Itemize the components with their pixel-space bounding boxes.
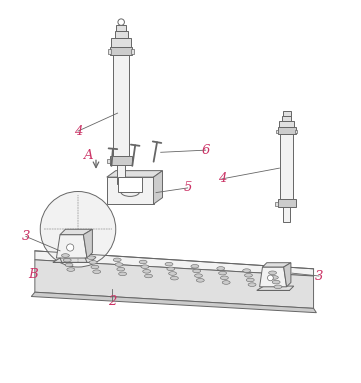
Ellipse shape — [217, 267, 225, 270]
Text: 5: 5 — [183, 182, 192, 195]
Circle shape — [40, 192, 116, 267]
Ellipse shape — [91, 265, 99, 269]
Ellipse shape — [87, 256, 95, 259]
Bar — [113, 55, 129, 155]
Polygon shape — [107, 171, 162, 177]
Bar — [110, 47, 132, 55]
Ellipse shape — [243, 269, 251, 272]
Polygon shape — [35, 251, 314, 276]
Circle shape — [118, 19, 125, 25]
Ellipse shape — [119, 272, 127, 276]
Bar — [280, 134, 293, 200]
Text: 2: 2 — [108, 295, 116, 308]
Polygon shape — [262, 263, 291, 267]
Ellipse shape — [169, 272, 177, 275]
Bar — [118, 177, 142, 192]
Bar — [107, 177, 153, 204]
Ellipse shape — [165, 262, 173, 266]
Bar — [282, 116, 291, 121]
Polygon shape — [83, 229, 92, 258]
Polygon shape — [53, 257, 96, 262]
Polygon shape — [260, 267, 287, 287]
Polygon shape — [35, 260, 314, 308]
Ellipse shape — [269, 271, 277, 275]
Ellipse shape — [89, 260, 97, 264]
Bar — [108, 49, 111, 54]
Bar — [279, 121, 295, 128]
Polygon shape — [31, 292, 317, 313]
Bar — [278, 200, 296, 206]
Bar — [283, 111, 291, 116]
Bar — [110, 155, 132, 165]
Bar — [131, 49, 134, 54]
Bar — [275, 202, 278, 206]
Ellipse shape — [193, 269, 201, 273]
Text: A: A — [83, 149, 93, 162]
Ellipse shape — [248, 283, 256, 286]
Bar — [117, 163, 126, 184]
Ellipse shape — [221, 276, 228, 280]
Bar — [278, 128, 296, 134]
Ellipse shape — [196, 278, 204, 282]
Bar — [116, 25, 126, 31]
Polygon shape — [56, 235, 87, 258]
Polygon shape — [153, 171, 162, 204]
Text: 4: 4 — [74, 124, 82, 137]
Ellipse shape — [274, 285, 282, 289]
Ellipse shape — [246, 278, 254, 282]
Polygon shape — [284, 263, 291, 287]
Ellipse shape — [195, 274, 203, 277]
Ellipse shape — [222, 281, 230, 284]
Ellipse shape — [115, 263, 123, 266]
Text: 3: 3 — [22, 230, 30, 243]
Ellipse shape — [117, 267, 125, 271]
Ellipse shape — [191, 265, 199, 268]
Text: 4: 4 — [218, 172, 226, 185]
Circle shape — [66, 244, 74, 251]
Text: 3: 3 — [315, 270, 323, 283]
Ellipse shape — [144, 274, 152, 278]
Ellipse shape — [141, 265, 149, 268]
Circle shape — [268, 275, 273, 281]
Text: 6: 6 — [201, 144, 210, 157]
Ellipse shape — [113, 258, 121, 262]
Ellipse shape — [61, 254, 69, 257]
Polygon shape — [60, 229, 92, 235]
Bar — [108, 159, 110, 164]
Bar — [115, 31, 128, 38]
Ellipse shape — [67, 268, 75, 271]
Ellipse shape — [139, 260, 147, 264]
Ellipse shape — [272, 280, 280, 284]
Text: B: B — [28, 268, 38, 282]
Bar — [111, 38, 131, 47]
Ellipse shape — [65, 263, 73, 267]
Ellipse shape — [143, 270, 151, 273]
Ellipse shape — [63, 259, 71, 262]
Ellipse shape — [167, 267, 175, 271]
Ellipse shape — [93, 270, 101, 273]
Polygon shape — [257, 286, 294, 290]
Bar — [295, 130, 297, 133]
Ellipse shape — [170, 277, 178, 280]
Ellipse shape — [244, 273, 252, 277]
Bar — [283, 206, 290, 222]
Ellipse shape — [270, 276, 278, 279]
Ellipse shape — [219, 271, 227, 275]
Bar — [276, 130, 278, 133]
